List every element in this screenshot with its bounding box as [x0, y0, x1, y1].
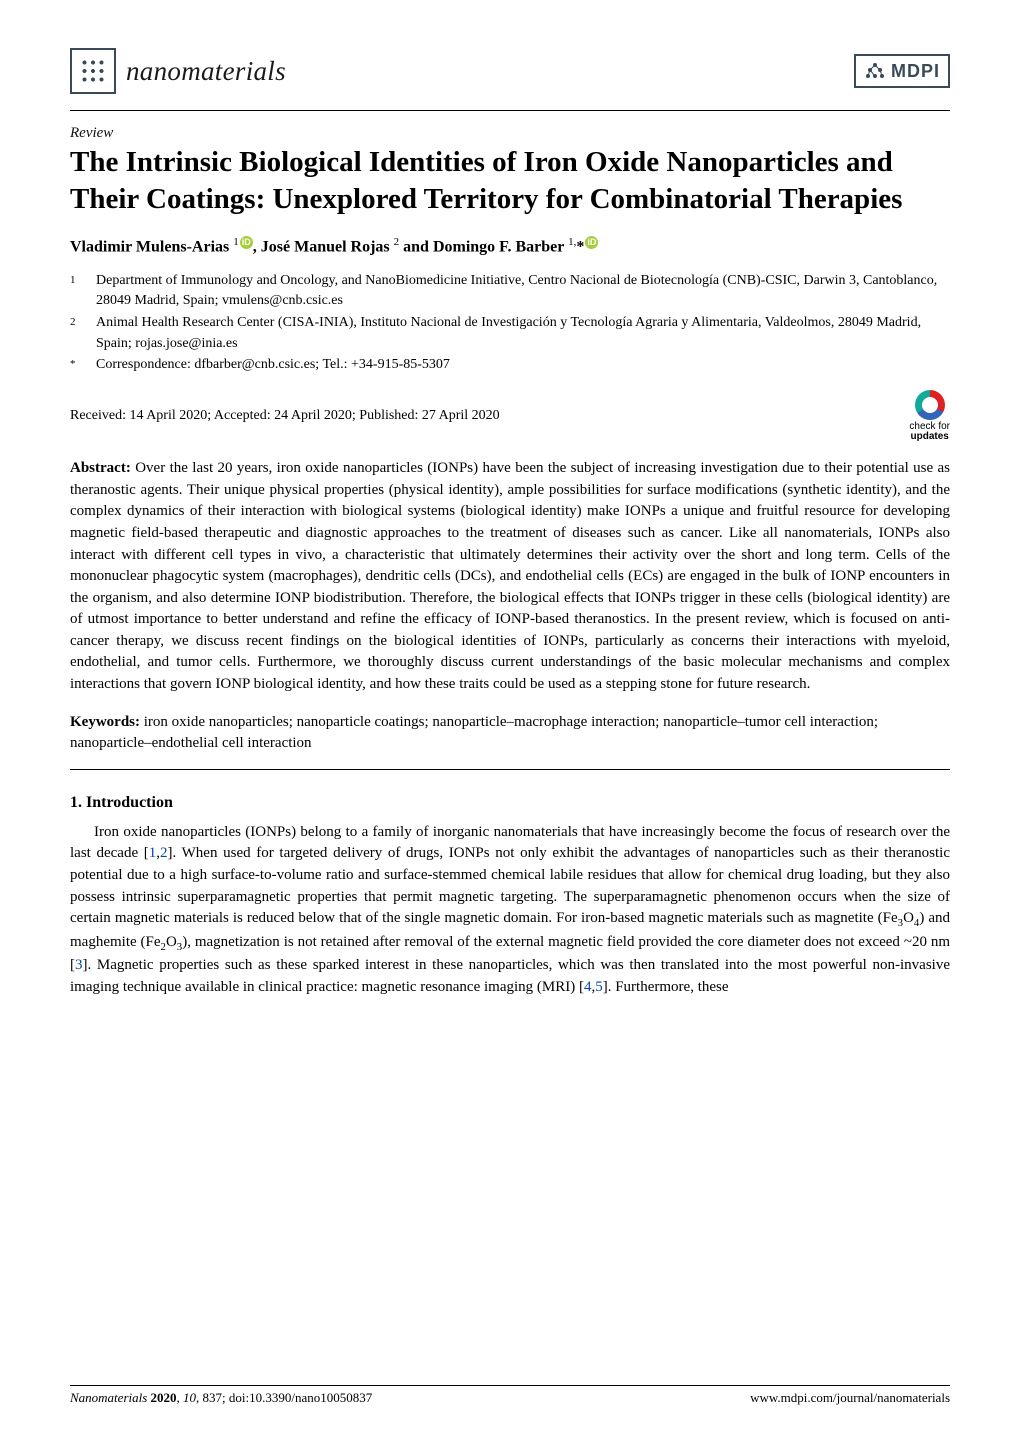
- article-title: The Intrinsic Biological Identities of I…: [70, 144, 950, 218]
- header-bar: nanomaterials MDPI: [70, 48, 950, 94]
- publisher-logo-text: MDPI: [891, 61, 940, 82]
- keywords-label: Keywords:: [70, 714, 140, 730]
- check-for-updates-badge[interactable]: check for updates: [909, 390, 950, 442]
- affiliations: 1 Department of Immunology and Oncology,…: [70, 271, 950, 377]
- abstract-text: Over the last 20 years, iron oxide nanop…: [70, 460, 950, 692]
- publication-dates: Received: 14 April 2020; Accepted: 24 Ap…: [70, 408, 500, 424]
- affiliation-row: 1 Department of Immunology and Oncology,…: [70, 271, 950, 312]
- rule-top: [70, 110, 950, 111]
- page-footer: Nanomaterials 2020, 10, 837; doi:10.3390…: [70, 1385, 950, 1406]
- section-1-heading: 1. Introduction: [70, 794, 950, 812]
- authors-line: Vladimir Mulens-Arias 1iD, José Manuel R…: [70, 236, 950, 256]
- affil-num: 1: [70, 271, 82, 312]
- footer-citation: Nanomaterials 2020, 10, 837; doi:10.3390…: [70, 1390, 372, 1406]
- dates-row: Received: 14 April 2020; Accepted: 24 Ap…: [70, 390, 950, 442]
- journal-name: nanomaterials: [126, 56, 286, 87]
- footer-year: 2020: [151, 1390, 177, 1405]
- section-1-body: Iron oxide nanoparticles (IONPs) belong …: [70, 822, 950, 999]
- publisher-logo: MDPI: [854, 54, 950, 88]
- footer-article-num: 837: [203, 1390, 223, 1405]
- abstract-label: Abstract:: [70, 460, 131, 476]
- article-type: Review: [70, 125, 950, 142]
- affil-text: Correspondence: dfbarber@cnb.csic.es; Te…: [96, 355, 950, 376]
- keywords: Keywords: iron oxide nanoparticles; nano…: [70, 712, 950, 755]
- affil-text: Animal Health Research Center (CISA-INIA…: [96, 313, 950, 354]
- affil-num: *: [70, 355, 82, 376]
- footer-volume: 10: [183, 1390, 196, 1405]
- abstract: Abstract: Over the last 20 years, iron o…: [70, 458, 950, 696]
- check-updates-line2: updates: [911, 432, 949, 442]
- affil-num: 2: [70, 313, 82, 354]
- footer-doi: doi:10.3390/nano10050837: [229, 1390, 372, 1405]
- mdpi-tree-icon: [864, 60, 886, 82]
- rule-mid: [70, 769, 950, 770]
- footer-journal: Nanomaterials: [70, 1390, 147, 1405]
- check-updates-icon: [915, 390, 945, 420]
- affiliation-row: 2 Animal Health Research Center (CISA-IN…: [70, 313, 950, 354]
- affiliation-row: * Correspondence: dfbarber@cnb.csic.es; …: [70, 355, 950, 376]
- footer-url: www.mdpi.com/journal/nanomaterials: [750, 1390, 950, 1406]
- keywords-text: iron oxide nanoparticles; nanoparticle c…: [70, 714, 878, 752]
- affil-text: Department of Immunology and Oncology, a…: [96, 271, 950, 312]
- journal-brand: nanomaterials: [70, 48, 286, 94]
- journal-logo-icon: [70, 48, 116, 94]
